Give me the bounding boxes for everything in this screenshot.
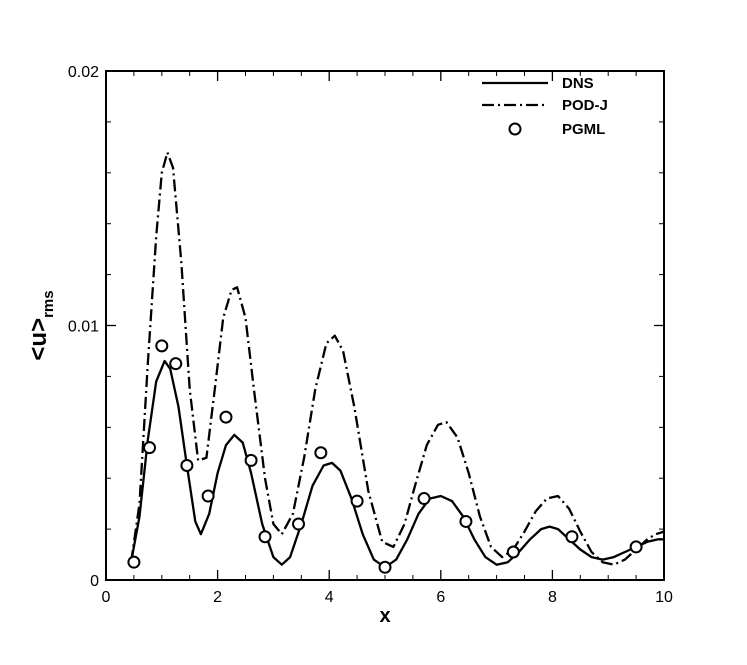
legend-label-pgml: PGML (562, 121, 605, 138)
major-ticks (105, 70, 665, 581)
data-point-pgml (143, 441, 157, 455)
y-axis-title: <u>rms (25, 290, 57, 360)
data-point-pgml (417, 492, 431, 506)
series-line-dns (129, 359, 664, 569)
x-tick-label: 4 (325, 589, 334, 606)
series-line-pod-j (129, 151, 665, 566)
series-layer (127, 151, 665, 574)
tick-labels: 0 2 4 6 8 10 0 0.01 0.02 (68, 64, 673, 606)
data-point-pgml (155, 339, 169, 353)
data-point-pgml (506, 545, 520, 559)
x-tick-label: 0 (102, 589, 111, 606)
x-tick-label: 10 (655, 589, 673, 606)
legend: DNS POD-J PGML (482, 75, 608, 138)
y-tick-label: 0.01 (68, 319, 99, 336)
y-axis-title-main: <u> (25, 318, 52, 361)
data-point-pgml (244, 453, 258, 467)
data-point-pgml (565, 530, 579, 544)
plot-frame (105, 70, 665, 581)
x-tick-label: 6 (436, 589, 445, 606)
y-tick-label: 0 (90, 573, 99, 590)
y-tick-label: 0.02 (68, 64, 99, 81)
data-point-pgml (219, 410, 233, 424)
data-point-pgml (292, 517, 306, 531)
data-point-pgml (169, 357, 183, 371)
data-point-pgml (350, 494, 364, 508)
data-point-pgml (180, 458, 194, 472)
data-point-pgml (314, 446, 328, 460)
data-point-pgml (378, 560, 392, 574)
x-tick-label: 2 (213, 589, 222, 606)
x-axis-title: x (379, 605, 390, 627)
data-point-pgml (127, 555, 141, 569)
data-point-pgml (258, 530, 272, 544)
data-point-pgml (201, 489, 215, 503)
data-point-pgml (459, 514, 473, 528)
legend-label-pod-j: POD-J (562, 97, 608, 114)
data-point-pgml (629, 540, 643, 554)
minor-ticks (106, 71, 664, 580)
y-axis-title-subscript: rms (40, 290, 57, 318)
legend-swatch-pgml (508, 122, 522, 136)
legend-label-dns: DNS (562, 75, 594, 92)
x-tick-label: 8 (548, 589, 557, 606)
